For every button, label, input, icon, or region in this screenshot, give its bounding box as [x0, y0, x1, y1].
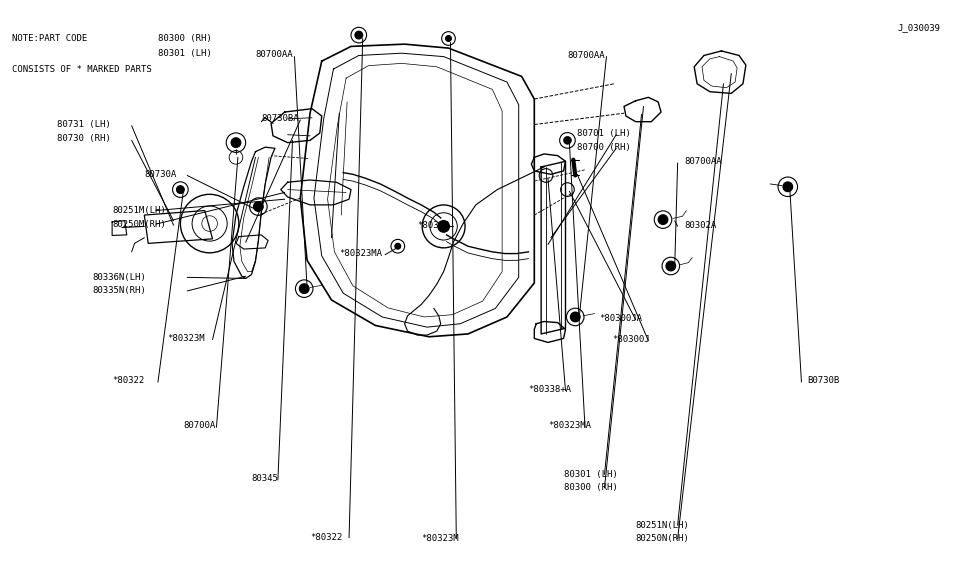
- Circle shape: [299, 284, 309, 294]
- Circle shape: [254, 201, 263, 212]
- Text: *80323MA: *80323MA: [339, 249, 382, 258]
- Circle shape: [564, 136, 571, 144]
- Text: 80701 (LH): 80701 (LH): [577, 128, 631, 138]
- Text: NOTE:PART CODE: NOTE:PART CODE: [12, 34, 87, 43]
- Text: 80730BA: 80730BA: [261, 114, 299, 123]
- Circle shape: [666, 261, 676, 271]
- Text: 80301 (LH): 80301 (LH): [564, 470, 617, 479]
- Circle shape: [438, 221, 449, 232]
- Text: 80302A: 80302A: [684, 221, 717, 230]
- Text: 80335N(RH): 80335N(RH): [93, 286, 146, 295]
- Text: *80338: *80338: [417, 221, 449, 230]
- Text: 80301 (LH): 80301 (LH): [158, 49, 212, 58]
- Text: 80700AA: 80700AA: [684, 157, 722, 166]
- Text: *80300J: *80300J: [612, 335, 650, 344]
- Text: *80323MA: *80323MA: [548, 421, 591, 430]
- Text: *80323M: *80323M: [421, 534, 459, 543]
- Text: 80700AA: 80700AA: [567, 51, 605, 60]
- Text: 80730A: 80730A: [144, 170, 176, 179]
- Text: 80336N(LH): 80336N(LH): [93, 273, 146, 282]
- Text: *80322: *80322: [310, 533, 342, 542]
- Text: 80700 (RH): 80700 (RH): [577, 143, 631, 152]
- Circle shape: [658, 215, 668, 225]
- Text: 80251M(LH): 80251M(LH): [112, 206, 166, 215]
- Circle shape: [570, 312, 580, 322]
- Circle shape: [176, 186, 184, 194]
- Text: 80700A: 80700A: [183, 421, 215, 430]
- Text: 80730 (RH): 80730 (RH): [57, 134, 110, 143]
- Circle shape: [446, 36, 451, 41]
- Text: CONSISTS OF * MARKED PARTS: CONSISTS OF * MARKED PARTS: [12, 65, 151, 74]
- Circle shape: [783, 182, 793, 192]
- Circle shape: [395, 243, 401, 249]
- Circle shape: [231, 138, 241, 148]
- Text: 80731 (LH): 80731 (LH): [57, 120, 110, 129]
- Text: 80700AA: 80700AA: [255, 50, 293, 59]
- Text: 80345: 80345: [252, 474, 279, 483]
- Text: *80338+A: *80338+A: [528, 385, 571, 394]
- Text: 80250M(RH): 80250M(RH): [112, 220, 166, 229]
- Text: 80250N(RH): 80250N(RH): [636, 534, 689, 543]
- Text: *80300JA: *80300JA: [600, 314, 643, 323]
- Text: 80300 (RH): 80300 (RH): [564, 483, 617, 492]
- Text: *80322: *80322: [112, 376, 144, 385]
- Text: J_030039: J_030039: [898, 23, 941, 32]
- Text: 80251N(LH): 80251N(LH): [636, 521, 689, 530]
- Text: B0730B: B0730B: [807, 376, 839, 385]
- Text: 80300 (RH): 80300 (RH): [158, 34, 212, 43]
- Text: *80323M: *80323M: [168, 334, 206, 343]
- Circle shape: [355, 31, 363, 39]
